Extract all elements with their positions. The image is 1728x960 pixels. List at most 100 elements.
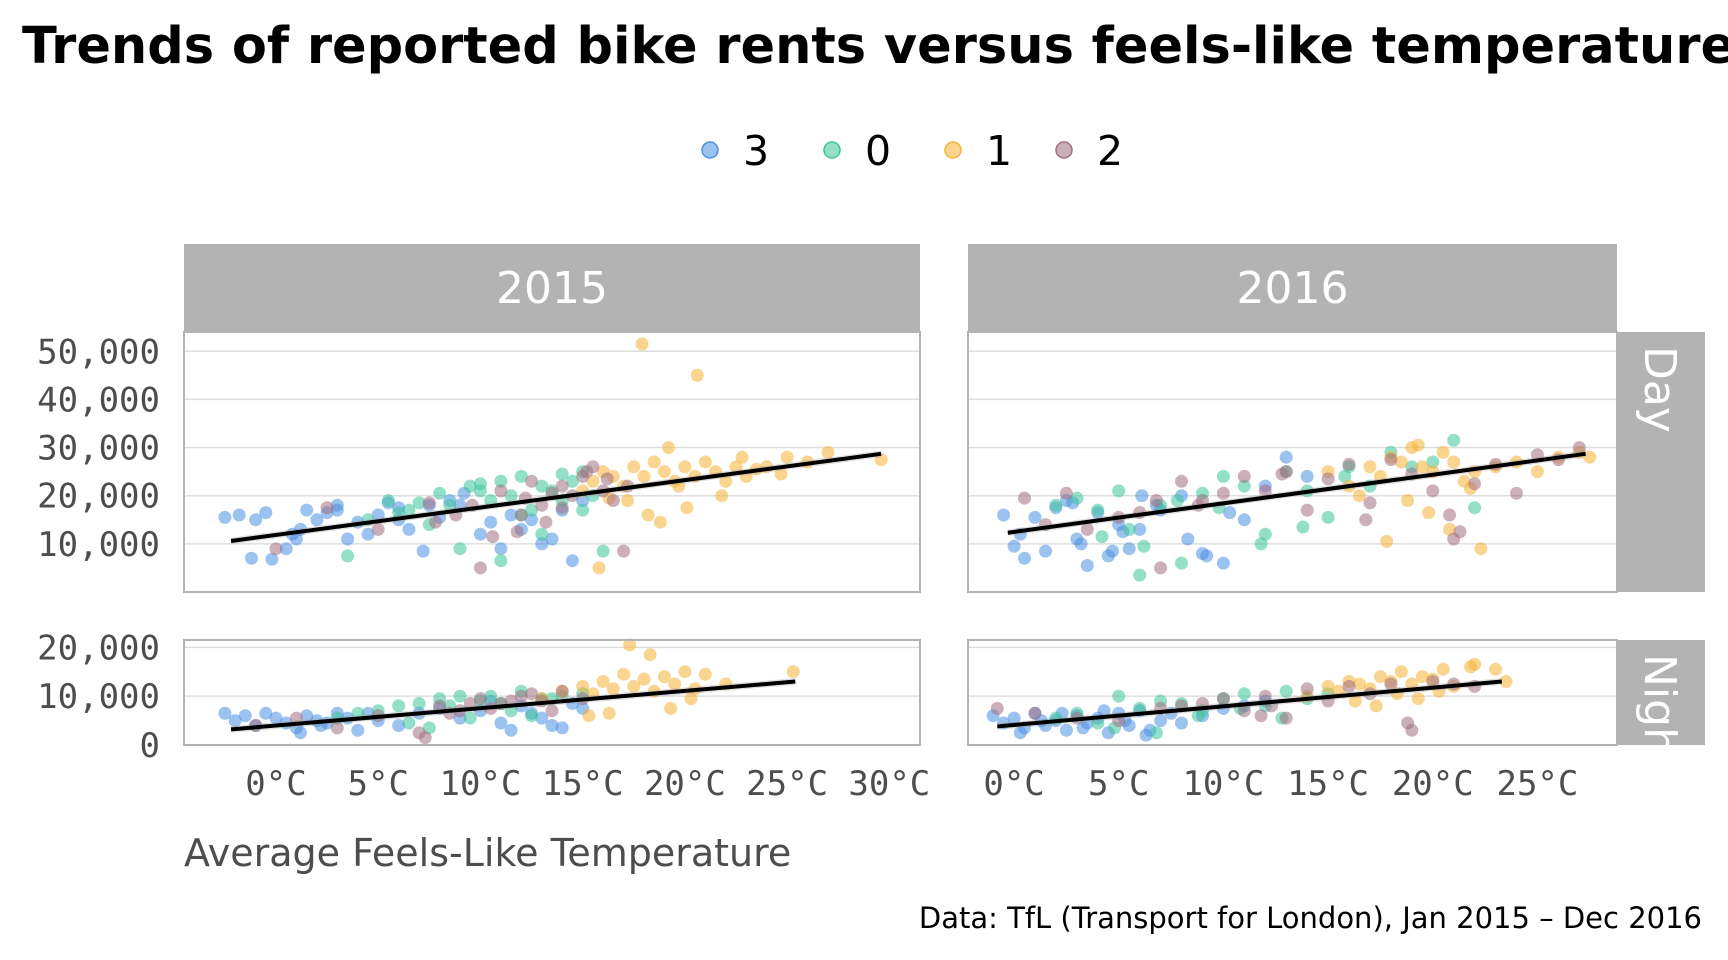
data-point-season-0 [433,486,447,500]
strip-label-2015: 2015 [496,263,608,314]
data-point-season-1 [637,469,651,483]
strip-label-group-night: Night [1634,654,1685,772]
data-point-season-3 [392,719,406,732]
data-point-season-0 [412,496,426,510]
data-point-season-3 [1074,537,1088,551]
data-point-season-2 [1258,689,1272,703]
strip-label-night: Night [1634,654,1685,772]
data-point-season-2 [1154,561,1168,575]
data-point-season-3 [555,721,569,735]
data-point-season-3 [300,709,314,723]
data-point-season-2 [600,472,614,486]
data-point-season-3 [310,513,324,527]
data-point-season-2 [555,684,569,698]
data-point-season-0 [494,474,508,488]
data-point-season-1 [1321,679,1335,693]
x-tick-label: 25°C [746,764,828,804]
data-point-season-3 [504,723,518,737]
x-tick-label: 15°C [542,764,624,804]
data-point-season-2 [539,515,553,529]
data-point-season-0 [422,721,436,735]
data-point-season-1 [657,465,671,479]
data-point-season-1 [582,709,596,723]
data-point-season-3 [218,706,232,720]
data-point-season-2 [514,689,528,703]
data-point-season-3 [494,716,508,730]
data-point-season-2 [320,501,334,515]
data-point-season-3 [1106,544,1119,558]
data-point-season-0 [402,716,416,730]
data-point-season-1 [1394,665,1408,679]
legend-label-0: 0 [865,127,891,175]
data-point-season-0 [484,689,498,703]
data-point-season-2 [525,474,539,488]
data-point-season-0 [463,711,477,725]
data-point-season-1 [719,474,733,488]
chart-caption: Data: TfL (Transport for London), Jan 20… [919,901,1702,935]
data-point-season-2 [514,508,528,522]
data-point-season-1 [1380,534,1394,548]
data-point-season-1 [1447,455,1461,469]
data-point-season-1 [662,441,675,455]
data-point-season-3 [1135,489,1149,503]
data-point-season-0 [1112,484,1126,498]
data-point-season-2 [1468,477,1482,491]
data-point-season-1 [1353,489,1366,503]
data-point-season-3 [300,503,314,517]
data-point-season-3 [1007,539,1021,553]
data-point-season-2 [1018,491,1031,505]
y-tick-label: 0 [140,726,160,766]
chart-title: Trends of reported bike rents versus fee… [22,17,1728,76]
data-point-season-3 [249,513,263,527]
data-point-season-3 [1076,721,1090,735]
data-point-season-0 [1133,568,1147,582]
data-point-season-0 [525,709,539,723]
data-point-season-2 [494,484,508,498]
data-point-season-3 [259,706,273,720]
data-point-season-2 [429,515,442,529]
data-point-season-2 [1443,508,1456,522]
strip-2016 [968,244,1617,332]
panel-border [967,331,1618,593]
data-point-season-1 [1474,542,1488,556]
data-point-season-1 [1415,670,1429,684]
data-point-season-0 [555,467,569,481]
data-point-season-1 [690,368,704,382]
data-point-season-2 [1028,706,1042,720]
trend-line [1007,451,1586,535]
data-point-season-0 [1137,539,1151,553]
data-point-season-1 [735,450,749,464]
data-point-season-0 [1122,522,1136,536]
data-point-season-3 [525,513,539,527]
data-point-season-1 [592,561,606,575]
panel-border [183,639,921,746]
data-point-season-3 [545,532,559,546]
data-point-season-2 [418,731,432,745]
data-point-season-0 [1170,494,1184,507]
data-point-season-3 [259,506,273,520]
data-point-season-3 [1200,549,1214,563]
data-point-season-2 [1453,525,1467,539]
data-point-season-3 [1080,559,1094,572]
data-point-season-0 [392,506,406,520]
data-point-season-3 [1154,714,1168,728]
facet-grid: 2015 2016 Day Night 10,000 20,000 30,000 40,000… [37,244,1705,804]
data-point-season-0 [341,549,355,563]
trend-line [230,679,796,732]
data-point-season-3 [416,544,430,558]
data-point-season-2 [535,498,549,512]
data-point-season-2 [473,561,487,575]
data-point-season-3 [1216,556,1230,570]
data-point-season-2 [580,465,594,479]
data-point-season-3 [1059,723,1073,737]
legend: 3 0 1 2 [701,127,1123,175]
data-point-season-2 [1216,486,1230,500]
data-point-season-2 [1237,469,1251,483]
trend-line [997,679,1503,729]
data-point-season-2 [555,479,569,493]
data-point-season-1 [643,648,657,662]
x-tick-label: 25°C [1496,764,1578,804]
data-point-season-0 [381,494,395,507]
data-point-season-2 [1363,496,1377,510]
